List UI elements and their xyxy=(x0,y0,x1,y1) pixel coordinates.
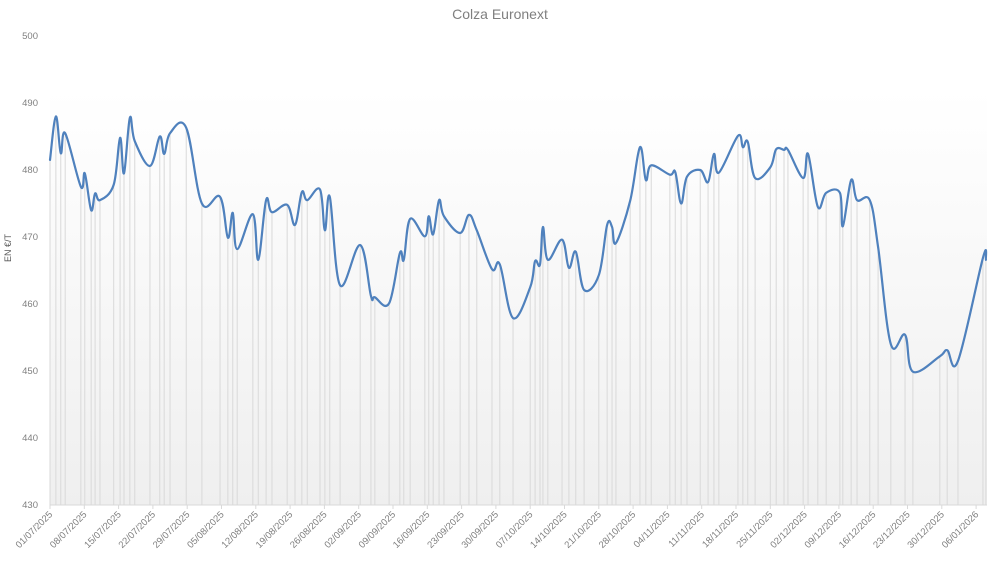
y-tick-label: 470 xyxy=(22,232,38,243)
y-tick-label: 450 xyxy=(22,366,38,377)
y-tick-label: 480 xyxy=(22,165,38,176)
y-tick-label: 440 xyxy=(22,433,38,444)
chart-title: Colza Euronext xyxy=(452,6,548,22)
y-axis: 430 440 450 460 470 480 490 500 xyxy=(22,31,38,511)
y-tick-label: 500 xyxy=(22,31,38,42)
plot-background xyxy=(50,90,987,505)
x-tick-label: 06/01/2026 xyxy=(940,509,981,550)
y-tick-label: 430 xyxy=(22,500,38,511)
drop-lines xyxy=(49,116,987,505)
x-tick-label: 04/11/2025 xyxy=(632,509,673,550)
x-tick-label: 28/10/2025 xyxy=(597,509,638,550)
price-line xyxy=(48,115,988,374)
y-tick-label: 460 xyxy=(22,299,38,310)
x-axis: 01/07/202508/07/202515/07/202522/07/2025… xyxy=(14,505,981,551)
y-tick-label: 490 xyxy=(22,98,38,109)
